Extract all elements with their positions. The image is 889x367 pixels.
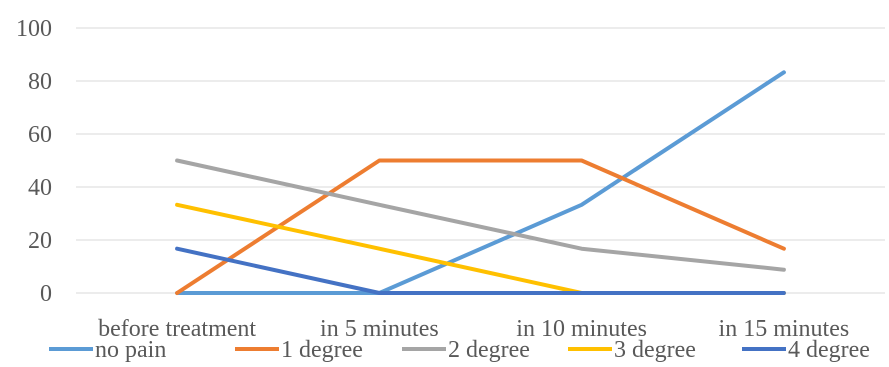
y-axis-tick-labels: 0 20 40 60 80 100 xyxy=(16,16,52,307)
legend-item: 4 degree xyxy=(742,337,870,363)
legend-label: no pain xyxy=(95,337,166,363)
series-line-2-degree xyxy=(175,158,786,272)
legend-item: 3 degree xyxy=(568,337,696,363)
legend-item: 2 degree xyxy=(402,337,530,363)
legend: no pain 1 degree 2 degree 3 degree 4 degree xyxy=(49,337,870,363)
legend-item: 1 degree xyxy=(235,337,363,363)
y-tick-label: 80 xyxy=(28,69,52,95)
series-lines xyxy=(175,70,786,295)
y-tick-label: 20 xyxy=(28,228,52,254)
y-tick-label: 0 xyxy=(40,281,52,307)
y-tick-label: 60 xyxy=(28,122,52,148)
legend-label: 4 degree xyxy=(788,337,870,363)
x-tick-label: in 10 minutes xyxy=(516,316,647,342)
x-axis-tick-labels: before treatment in 5 minutes in 10 minute… xyxy=(98,316,849,342)
x-tick-label: in 15 minutes xyxy=(719,316,850,342)
y-tick-label: 40 xyxy=(28,175,52,201)
legend-item: no pain xyxy=(49,337,166,363)
x-tick-label: in 5 minutes xyxy=(320,316,439,342)
y-tick-label: 100 xyxy=(16,16,52,42)
x-tick-label: before treatment xyxy=(98,316,256,342)
series-line-no-pain xyxy=(175,70,786,295)
legend-label: 2 degree xyxy=(448,337,530,363)
legend-label: 1 degree xyxy=(281,337,363,363)
series-line-4-degree xyxy=(175,246,786,295)
legend-label: 3 degree xyxy=(614,337,696,363)
